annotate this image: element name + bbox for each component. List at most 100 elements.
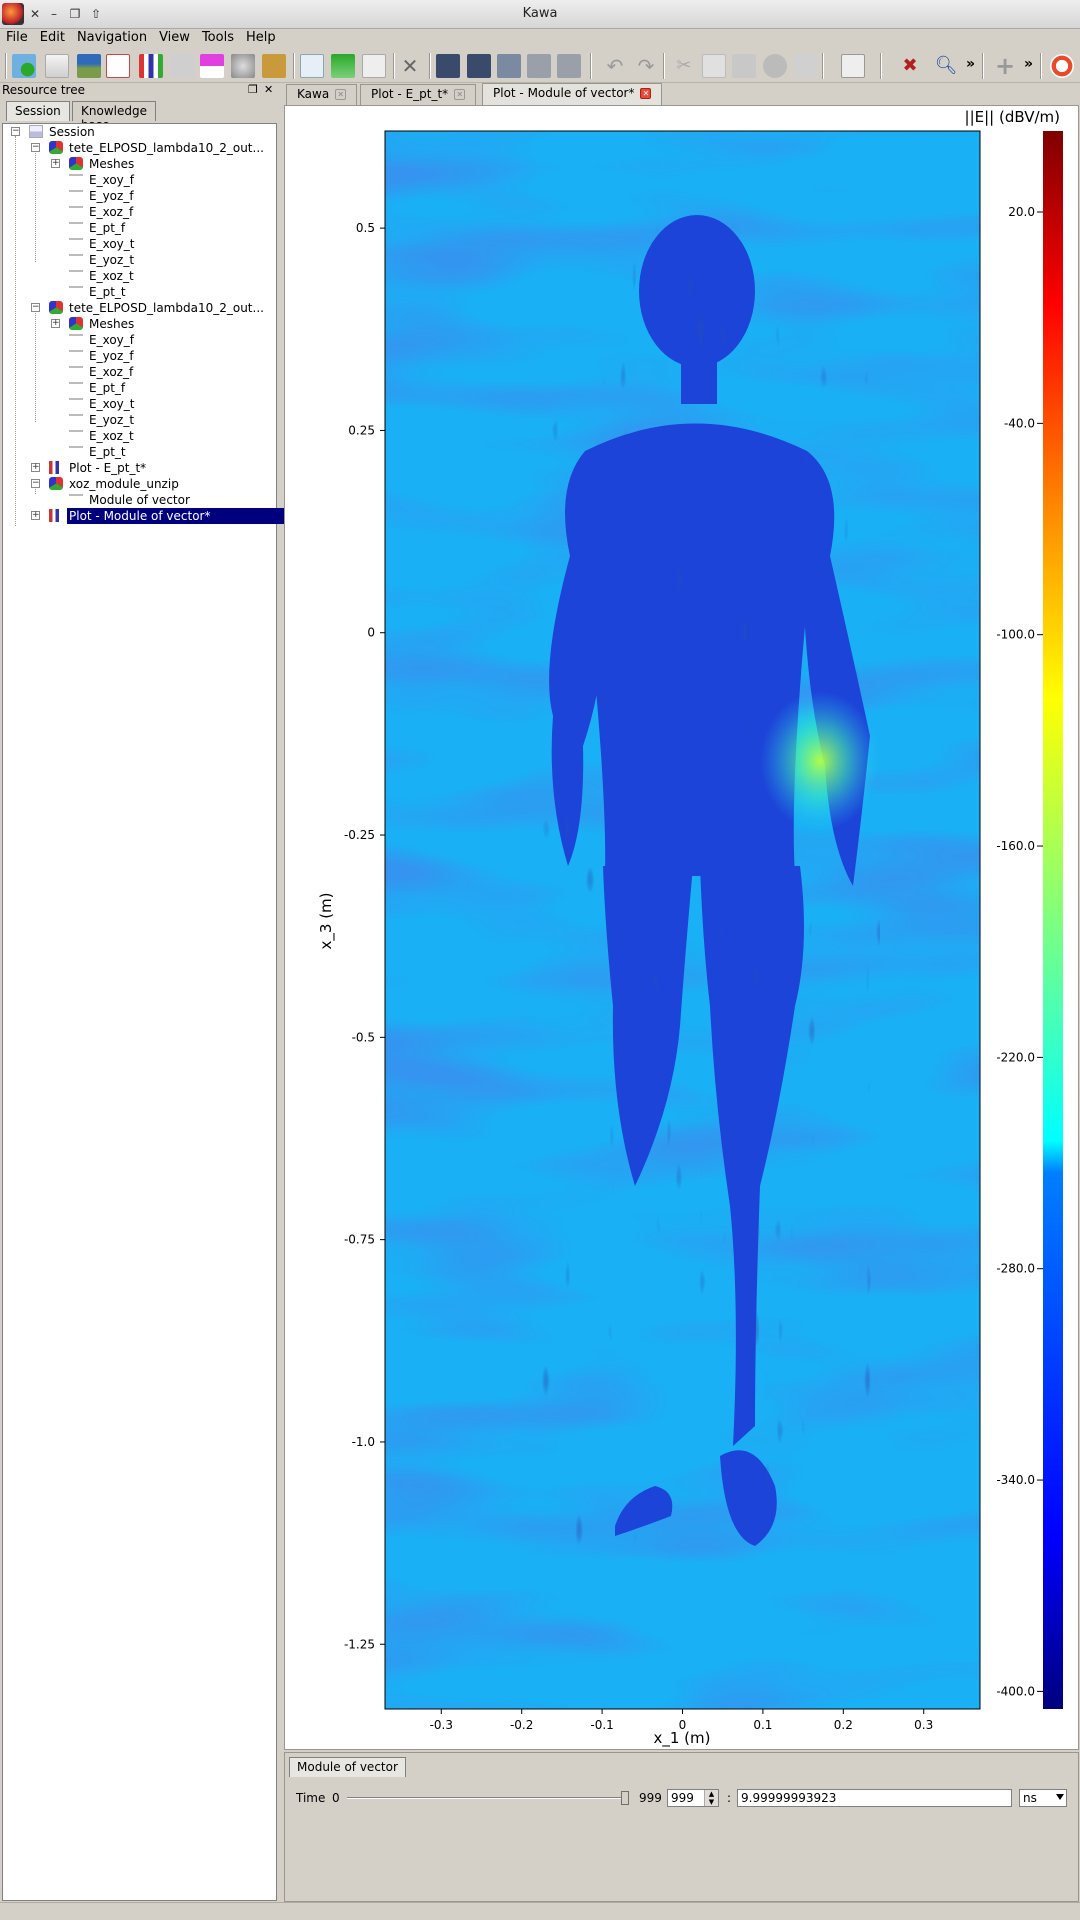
tree-item-label: tete_ELPOSD_lambda10_2_out... [69,301,264,315]
up-icon[interactable]: ⇧ [90,7,102,21]
meshes-icon [69,157,83,170]
field-hotspot [760,691,880,831]
tree-item-label: E_yoz_f [89,349,134,363]
toolbar-grip[interactable] [5,53,7,79]
bar-chart-icon[interactable] [139,54,163,78]
y-axis-label: x_3 (m) [317,892,336,949]
dock-float-icon[interactable]: ❐ [248,83,258,96]
tree-item-label: E_xoy_f [89,333,134,347]
paste-icon[interactable] [170,54,194,78]
spin-arrows-icon[interactable]: ▲ ▼ [704,1790,718,1806]
image-icon[interactable] [77,54,101,78]
table-icon[interactable] [200,54,224,78]
export-icon[interactable] [362,54,386,78]
time-step-spinbox[interactable]: 999 ▲ ▼ [667,1789,719,1807]
redo-icon: ↷ [637,54,655,78]
time-unit-select[interactable]: ns [1019,1789,1067,1807]
field-icon [69,350,83,363]
collapse-icon[interactable]: − [31,478,40,488]
restore-icon[interactable]: ❐ [69,7,81,21]
dropdown-arrow-icon[interactable] [1056,1794,1064,1800]
close-tab-icon[interactable]: ✕ [335,89,347,100]
app-logo-icon [2,3,24,25]
colorbar-tick-label: 20.0 [1008,205,1035,219]
plus-icon[interactable]: + [994,52,1016,80]
expand-icon[interactable]: + [31,510,40,520]
colorbar-label: ||E|| (dBV/m) [965,108,1060,126]
tab-plot-e-pt-t[interactable]: Plot - E_pt_t* ✕ [360,84,477,105]
document-tabs: Kawa ✕ Plot - E_pt_t* ✕ Plot - Module of v… [286,83,1080,106]
collapse-icon[interactable]: − [11,126,20,136]
field-icon [69,254,83,267]
title-bar: ✕ – ❐ ⇧ Kawa [0,0,1080,29]
close-tab-icon[interactable]: ✕ [640,88,652,99]
package-icon[interactable] [262,54,286,78]
toolbar-overflow-icon[interactable]: » [966,56,976,72]
document-icon[interactable] [45,54,69,78]
import-icon[interactable] [331,54,355,78]
pdf-icon[interactable] [106,54,130,78]
tab-label: Kawa [297,87,330,101]
menu-view[interactable]: View [159,30,190,45]
tab-knowledge-base[interactable]: Knowledge base [72,101,156,132]
database-icon[interactable] [231,54,255,78]
help-lifebuoy-icon[interactable] [1050,54,1074,78]
expand-icon[interactable]: + [51,318,60,328]
menu-navigation[interactable]: Navigation [76,30,148,45]
delete-icon[interactable]: ✕ [401,54,419,78]
colorbar-tick-label: -280.0 [996,1262,1035,1276]
expand-icon[interactable]: + [51,158,60,168]
tab-kawa[interactable]: Kawa ✕ [286,84,358,105]
plot-icon [49,509,63,522]
tab-label: Plot - Module of vector* [493,86,635,100]
menu-edit[interactable]: Edit [39,30,65,45]
dock-title: Resource tree ❐ ✕ [2,83,277,99]
save-as-icon[interactable] [467,54,491,78]
collapse-icon[interactable]: − [31,142,40,152]
home-icon[interactable] [841,54,865,78]
toolbar-overflow-icon-2[interactable]: » [1024,56,1034,72]
tree-item-label: E_xoz_t [89,269,134,283]
toolbar-separator [293,53,295,79]
dock-close-icon[interactable]: ✕ [264,83,274,96]
save-copy-icon [557,54,581,78]
add-resource-icon[interactable] [12,54,36,78]
menu-tools[interactable]: Tools [201,30,234,45]
tab-session[interactable]: Session [6,101,70,121]
close-tab-icon[interactable]: ✕ [454,89,466,100]
search-icon[interactable]: 🔍︎ [934,55,958,76]
field-icon [69,366,83,379]
y-tick-label: -0.75 [344,1233,375,1247]
close-icon[interactable]: ✕ [29,7,41,21]
tree-item-label: E_yoz_t [89,253,135,267]
expand-icon[interactable]: + [31,462,40,472]
tab-plot-module-of-vector[interactable]: Plot - Module of vector* ✕ [482,83,663,106]
dataset-icon [49,301,63,314]
minimize-icon[interactable]: – [51,7,57,21]
tree-item-label: Module of vector [89,493,190,507]
tools-icon[interactable]: ✖ [902,55,918,76]
field-icon [69,382,83,395]
menu-file[interactable]: File [6,30,28,45]
time-value-field[interactable]: 9.99999993923 [737,1789,1012,1807]
dataset-icon [49,141,63,154]
undo-icon: ↶ [606,54,624,78]
heatmap-image [385,131,980,1709]
y-tick-label: -0.25 [344,828,375,842]
plot-area[interactable]: -0.3 -0.2 -0.1 0 0.1 0.2 0.3 0.5 0.25 0 -0.25 -0.5… [284,105,1079,1750]
toolbar-separator [393,53,395,79]
open-file-icon[interactable] [300,54,324,78]
meshes-icon [69,317,83,330]
tree-item-label: E_xoy_t [89,397,135,411]
time-slider-track[interactable] [347,1797,627,1799]
time-slider-handle[interactable] [621,1791,629,1805]
tree-item-label: E_xoy_t [89,237,135,251]
save-icon[interactable] [436,54,460,78]
menu-help[interactable]: Help [245,30,276,45]
save-all-icon[interactable] [497,54,521,78]
field-icon [69,334,83,347]
field-icon [69,286,83,299]
collapse-icon[interactable]: − [31,302,40,312]
heatmap-plot[interactable]: -0.3 -0.2 -0.1 0 0.1 0.2 0.3 0.5 0.25 0 -0.25 -0.5… [285,106,1080,1751]
tab-module-of-vector[interactable]: Module of vector [289,1757,406,1777]
